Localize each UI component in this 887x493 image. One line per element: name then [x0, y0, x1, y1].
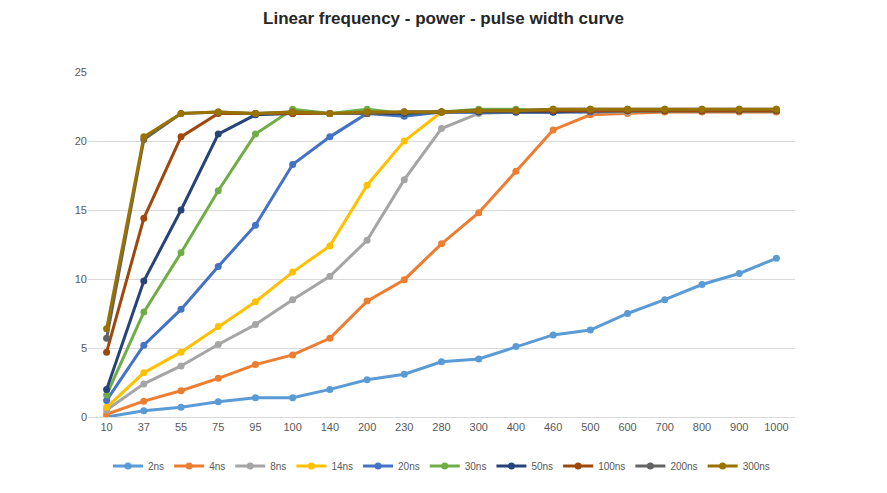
svg-text:15: 15 [75, 204, 87, 216]
svg-text:95: 95 [249, 421, 261, 433]
svg-text:10: 10 [75, 273, 87, 285]
svg-text:1000: 1000 [764, 421, 788, 433]
svg-text:10: 10 [100, 421, 112, 433]
svg-text:Linear frequency - power - pul: Linear frequency - power - pulse width c… [263, 9, 624, 28]
svg-text:20ns: 20ns [398, 461, 420, 472]
svg-text:460: 460 [544, 421, 562, 433]
svg-text:280: 280 [432, 421, 450, 433]
svg-text:55: 55 [175, 421, 187, 433]
svg-text:100ns: 100ns [598, 461, 625, 472]
svg-text:25: 25 [75, 66, 87, 78]
svg-text:600: 600 [618, 421, 636, 433]
svg-text:230: 230 [395, 421, 413, 433]
svg-text:140: 140 [321, 421, 339, 433]
svg-text:5: 5 [81, 342, 87, 354]
svg-text:900: 900 [730, 421, 748, 433]
svg-text:200: 200 [358, 421, 376, 433]
svg-text:8ns: 8ns [270, 461, 286, 472]
svg-text:800: 800 [693, 421, 711, 433]
svg-text:700: 700 [656, 421, 674, 433]
svg-text:37: 37 [138, 421, 150, 433]
svg-text:30ns: 30ns [465, 461, 487, 472]
svg-text:14ns: 14ns [331, 461, 353, 472]
svg-text:20: 20 [75, 135, 87, 147]
svg-text:75: 75 [212, 421, 224, 433]
svg-text:0: 0 [81, 411, 87, 423]
svg-text:100: 100 [283, 421, 301, 433]
svg-text:500: 500 [581, 421, 599, 433]
svg-text:400: 400 [507, 421, 525, 433]
svg-text:2ns: 2ns [148, 461, 164, 472]
svg-text:200ns: 200ns [670, 461, 697, 472]
svg-text:50ns: 50ns [531, 461, 553, 472]
svg-text:300ns: 300ns [743, 461, 770, 472]
svg-text:4ns: 4ns [209, 461, 225, 472]
svg-text:300: 300 [470, 421, 488, 433]
